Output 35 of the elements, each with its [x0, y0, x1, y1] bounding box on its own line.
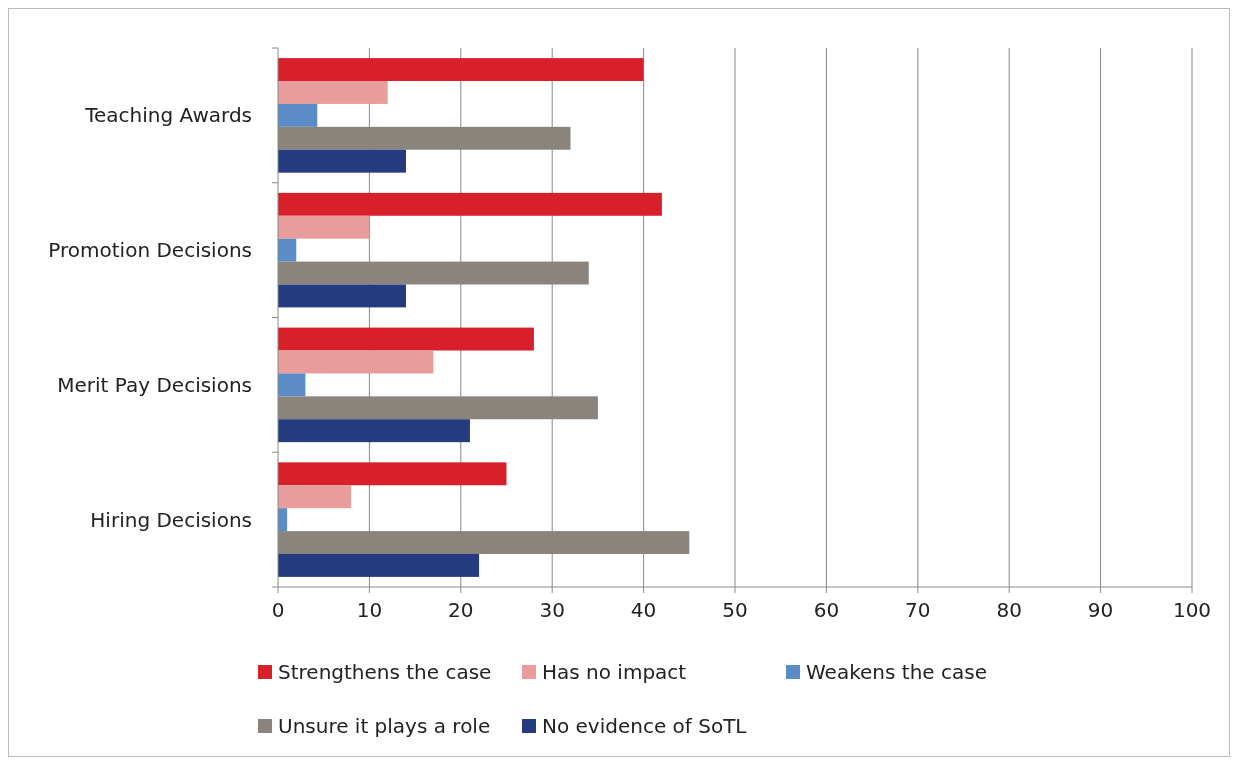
legend-label: No evidence of SoTL	[542, 714, 748, 738]
legend-label: Has no impact	[542, 660, 687, 684]
legend-label: Strengthens the case	[278, 660, 492, 684]
legend-label: Unsure it plays a role	[278, 714, 491, 738]
x-tick-label: 90	[1087, 598, 1114, 622]
bar	[278, 103, 318, 127]
x-tick-label: 50	[722, 598, 748, 622]
x-tick-label: 20	[448, 598, 474, 622]
x-tick-label: 70	[905, 598, 931, 622]
x-tick-label: 30	[539, 598, 565, 622]
bar	[278, 462, 507, 486]
legend-label: Weakens the case	[806, 660, 987, 684]
bar	[278, 373, 306, 397]
y-tick-label: Teaching Awards	[84, 103, 252, 128]
x-tick-label: 100	[1172, 598, 1212, 622]
bar	[278, 419, 470, 443]
bar	[278, 81, 388, 104]
x-tick-label: 40	[630, 598, 657, 622]
bar	[278, 238, 297, 262]
y-tick-label: Hiring Decisions	[90, 507, 252, 532]
bar	[278, 350, 434, 374]
bar	[278, 327, 534, 351]
x-tick-label: 0	[271, 598, 285, 622]
bar	[278, 284, 406, 308]
bar	[278, 149, 406, 173]
bar	[278, 192, 662, 216]
x-tick-label: 10	[356, 598, 383, 622]
y-tick-label: Promotion Decisions	[48, 238, 252, 263]
x-tick-label: 60	[813, 598, 840, 622]
bar	[278, 215, 370, 239]
bar	[278, 553, 480, 577]
x-tick-label: 80	[996, 598, 1022, 622]
bar	[278, 485, 352, 509]
y-tick-label: Merit Pay Decisions	[57, 372, 252, 397]
bar	[278, 58, 644, 82]
